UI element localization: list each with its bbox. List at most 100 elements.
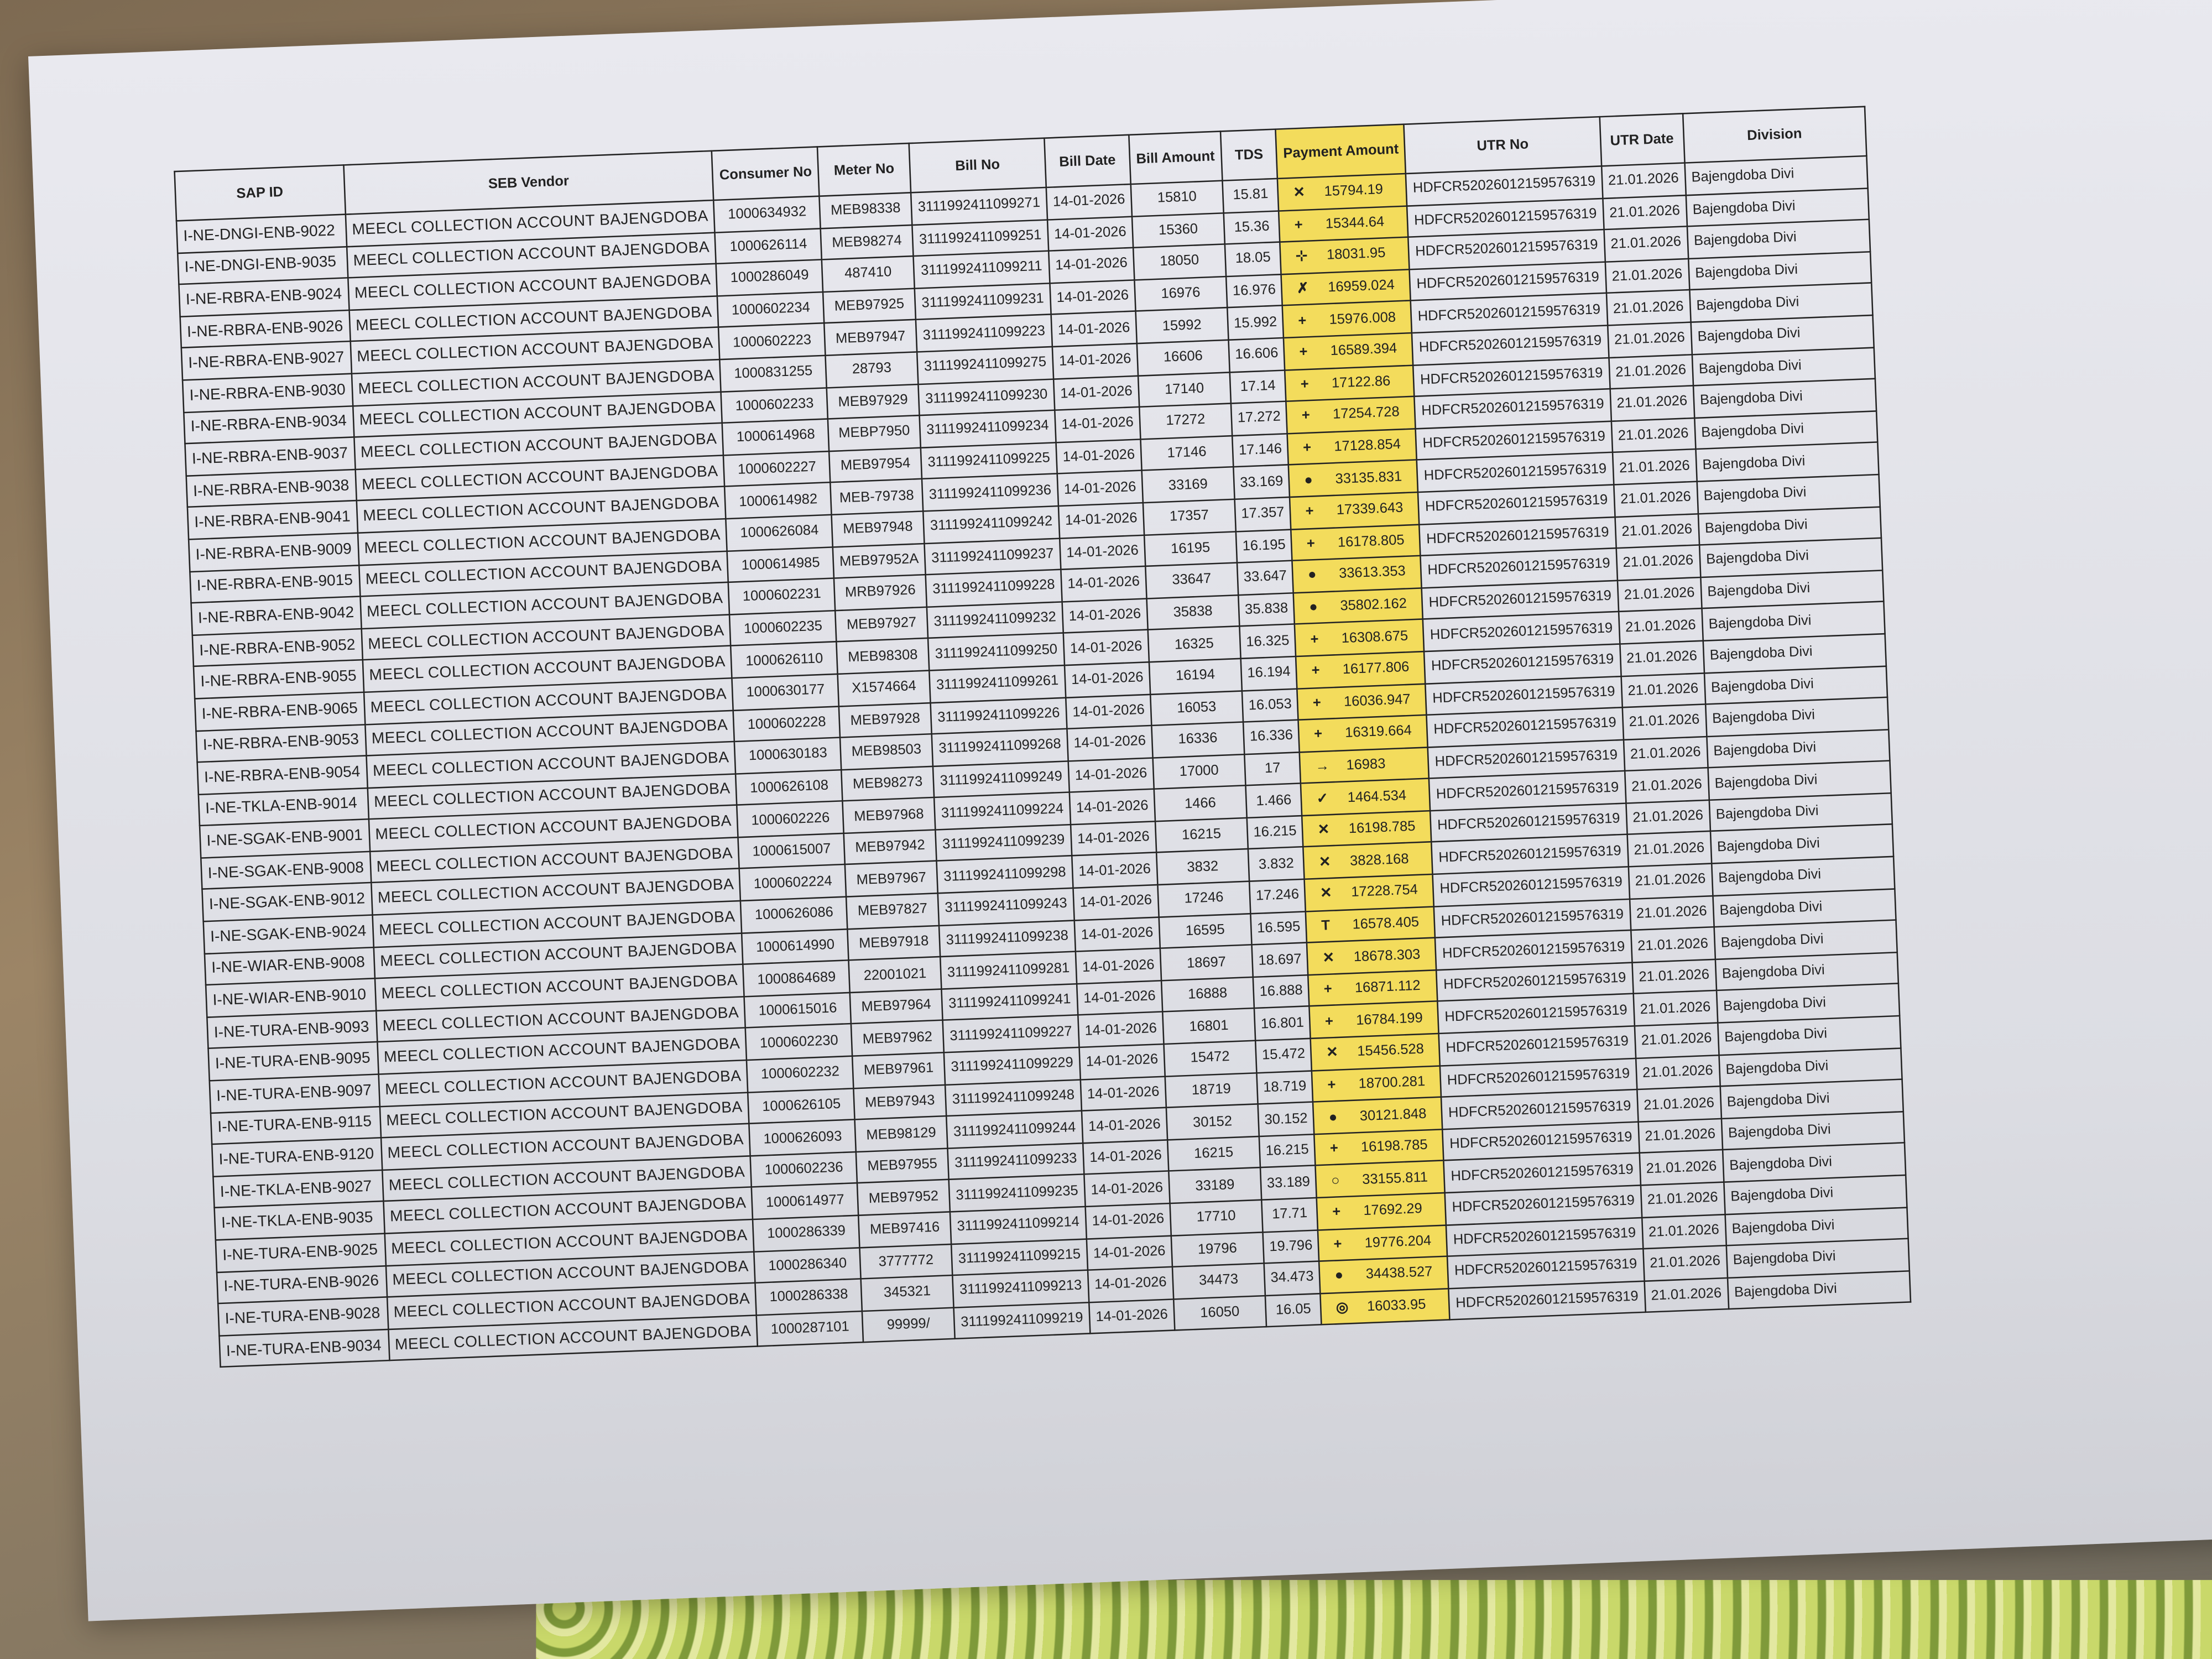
- bill-amount-cell: 16195: [1144, 531, 1237, 567]
- utr-date-cell: 21.01.2026: [1620, 672, 1705, 708]
- handwritten-check-mark-icon: +: [1301, 409, 1311, 425]
- consumer-no-cell: 1000626114: [715, 228, 822, 264]
- payment-amount-value: 16177.806: [1342, 660, 1410, 679]
- handwritten-check-mark-icon: +: [1299, 345, 1308, 361]
- bill-no-cell: 3111992411099231: [914, 283, 1051, 320]
- bill-no-cell: 3111992411099233: [947, 1142, 1084, 1180]
- payment-amount-value: 17122.86: [1331, 373, 1391, 392]
- bill-date-cell: 14-01-2026: [1087, 1267, 1174, 1302]
- bill-amount-cell: 33169: [1141, 467, 1234, 503]
- tds-cell: 16.595: [1250, 911, 1307, 945]
- bill-amount-cell: 15472: [1164, 1040, 1256, 1076]
- payment-amount-value: 18678.303: [1353, 947, 1421, 965]
- utr-date-cell: 21.01.2026: [1605, 258, 1689, 294]
- consumer-no-cell: 1000602224: [739, 865, 846, 901]
- meter-no-cell: MRB97926: [833, 575, 927, 611]
- column-header: Bill No: [909, 138, 1046, 193]
- tds-cell: 17.146: [1232, 433, 1289, 468]
- tds-cell: 15.36: [1223, 210, 1281, 244]
- payment-amount-cell: T 16578.405: [1306, 906, 1436, 943]
- bill-no-cell: 3111992411099225: [921, 442, 1057, 479]
- bill-date-cell: 14-01-2026: [1065, 693, 1152, 729]
- tds-cell: 17.14: [1229, 369, 1287, 404]
- payment-amount-value: 17692.29: [1363, 1202, 1423, 1220]
- bill-amount-cell: 18719: [1165, 1072, 1258, 1108]
- payment-amount-value: 33155.811: [1361, 1170, 1428, 1188]
- payment-amount-cell: +16589.394: [1284, 332, 1413, 370]
- bill-no-cell: 3111992411099213: [952, 1270, 1089, 1308]
- utr-date-cell: 21.01.2026: [1623, 736, 1708, 771]
- bill-amount-cell: 33189: [1168, 1168, 1261, 1204]
- tds-cell: 16.325: [1239, 624, 1296, 659]
- bill-date-cell: 14-01-2026: [1046, 184, 1133, 220]
- handwritten-check-mark-icon: ✕: [1318, 854, 1332, 871]
- bill-no-cell: 3111992411099275: [917, 346, 1053, 384]
- bill-no-cell: 3111992411099239: [935, 824, 1072, 862]
- utr-date-cell: 21.01.2026: [1611, 418, 1696, 453]
- handwritten-check-mark-icon: +: [1294, 217, 1303, 234]
- meter-no-cell: MEB-79738: [830, 479, 924, 515]
- payment-amount-cell: ✕ 15456.528: [1311, 1033, 1441, 1071]
- payment-amount-value: 16033.95: [1366, 1297, 1427, 1316]
- bill-amount-cell: 16336: [1151, 722, 1244, 758]
- consumer-no-cell: 1000615007: [738, 833, 845, 869]
- bill-no-cell: 3111992411099281: [940, 952, 1077, 989]
- payment-amount-value: 15794.19: [1324, 182, 1384, 201]
- payment-amount-cell: ✕ 3828.168: [1303, 842, 1433, 879]
- utr-date-cell: 21.01.2026: [1607, 322, 1692, 357]
- meter-no-cell: MEB98274: [820, 224, 914, 260]
- handwritten-check-mark-icon: +: [1302, 440, 1312, 457]
- bill-date-cell: 14-01-2026: [1081, 1108, 1168, 1143]
- payment-amount-value: 35802.162: [1339, 596, 1407, 615]
- bill-date-cell: 14-01-2026: [1082, 1139, 1169, 1175]
- bill-date-cell: 14-01-2026: [1084, 1171, 1170, 1207]
- bill-date-cell: 14-01-2026: [1058, 503, 1145, 538]
- tds-cell: 17.357: [1234, 497, 1292, 531]
- payment-amount-value: 16178.805: [1337, 533, 1405, 551]
- payment-amount-cell: +17128.854: [1287, 428, 1417, 466]
- utr-date-cell: 21.01.2026: [1616, 545, 1700, 581]
- tds-cell: 35.838: [1238, 592, 1295, 627]
- utr-date-cell: 21.01.2026: [1640, 1182, 1725, 1217]
- bill-amount-cell: 30152: [1166, 1104, 1259, 1140]
- utr-date-cell: 21.01.2026: [1603, 226, 1688, 262]
- consumer-no-cell: 1000287101: [757, 1311, 863, 1347]
- consumer-no-cell: 1000614985: [727, 546, 834, 583]
- payment-amount-value: 18700.281: [1358, 1074, 1426, 1093]
- consumer-no-cell: 1000614968: [722, 419, 829, 455]
- payment-amount-value: 33613.353: [1338, 564, 1406, 583]
- payment-amount-value: 17339.643: [1336, 500, 1404, 519]
- payment-amount-cell: ✓ 1464.534: [1301, 779, 1431, 816]
- bill-amount-cell: 16215: [1155, 817, 1248, 853]
- consumer-no-cell: 1000602228: [733, 706, 840, 742]
- bill-no-cell: 3111992411099248: [945, 1079, 1082, 1117]
- payment-amount-value: 33135.831: [1335, 469, 1402, 487]
- tds-cell: 15.81: [1222, 178, 1279, 213]
- consumer-no-cell: 1000626110: [731, 642, 838, 678]
- bill-no-cell: 3111992411099234: [919, 410, 1056, 448]
- tds-cell: 34.473: [1264, 1261, 1321, 1296]
- handwritten-check-mark-icon: ✕: [1326, 1045, 1339, 1062]
- tds-cell: 18.05: [1224, 242, 1282, 276]
- consumer-no-cell: 1000286339: [753, 1215, 860, 1251]
- tds-cell: 33.647: [1237, 560, 1294, 595]
- payment-amount-value: 19776.204: [1364, 1233, 1432, 1252]
- bill-date-cell: 14-01-2026: [1088, 1298, 1175, 1334]
- bill-date-cell: 14-01-2026: [1085, 1203, 1171, 1239]
- bill-amount-cell: 3832: [1156, 849, 1249, 885]
- column-header: UTR No: [1404, 117, 1601, 174]
- meter-no-cell: MEBP7950: [827, 415, 921, 451]
- bill-amount-cell: 16888: [1161, 977, 1254, 1013]
- meter-no-cell: 3777772: [859, 1243, 953, 1279]
- payment-amount-cell: +19776.204: [1318, 1224, 1448, 1262]
- payment-amount-value: 3828.168: [1349, 851, 1410, 869]
- bill-amount-cell: 16194: [1149, 658, 1242, 694]
- consumer-no-cell: 1000286049: [716, 259, 823, 296]
- bill-date-cell: 14-01-2026: [1059, 534, 1146, 570]
- meter-no-cell: MEB97942: [843, 830, 937, 865]
- handwritten-check-mark-icon: ⊹: [1295, 249, 1308, 265]
- tds-cell: 18.719: [1256, 1070, 1313, 1104]
- bill-amount-cell: 17357: [1142, 499, 1236, 535]
- meter-no-cell: MEB97967: [844, 861, 938, 897]
- bill-no-cell: 3111992411099236: [922, 474, 1058, 512]
